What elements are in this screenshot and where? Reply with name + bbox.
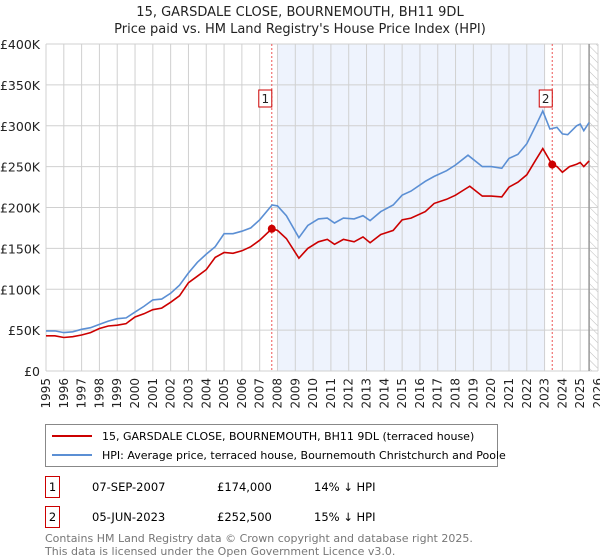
sale-date: 05-JUN-2023 bbox=[92, 510, 166, 524]
y-tick-label: £300K bbox=[0, 119, 41, 134]
x-tick-label: 2003 bbox=[181, 378, 195, 409]
x-tick-label: 2001 bbox=[146, 378, 160, 409]
x-tick-label: 2016 bbox=[413, 378, 427, 409]
sale-marker-box bbox=[538, 89, 553, 108]
footer-copyright: Contains HM Land Registry data © Crown c… bbox=[45, 532, 473, 545]
x-tick-label: 2023 bbox=[538, 378, 552, 409]
plot-area: 1995 1996 1997 1998 1999 2000 2001 2002 2003 2004… bbox=[0, 37, 600, 409]
x-tick-label: 2014 bbox=[377, 378, 391, 409]
sale-marker-label: 2 bbox=[542, 92, 550, 106]
legend-label: HPI: Average price, terraced house, Bour… bbox=[102, 448, 506, 462]
x-tick-label: 2006 bbox=[235, 378, 249, 409]
x-tick-label: 1999 bbox=[110, 378, 124, 409]
y-tick-label: £50K bbox=[8, 323, 41, 338]
legend-swatch-blue bbox=[52, 454, 92, 456]
x-tick-label: 2026 bbox=[591, 378, 600, 409]
property-price-line bbox=[46, 147, 590, 339]
x-tick-label: 1995 bbox=[39, 378, 53, 409]
x-tick-label: 2000 bbox=[128, 378, 142, 409]
chart-subtitle: Price paid vs. HM Land Registry's House … bbox=[114, 22, 486, 37]
y-tick-label: £0 bbox=[24, 364, 40, 379]
legend-label: 15, GARSDALE CLOSE, BOURNEMOUTH, BH11 9D… bbox=[102, 429, 475, 443]
y-tick-label: £250K bbox=[0, 160, 41, 175]
x-tick-label: 2024 bbox=[555, 378, 569, 409]
x-tick-label: 2019 bbox=[466, 378, 480, 409]
sale-point bbox=[267, 224, 276, 233]
y-tick-label: £150K bbox=[0, 241, 41, 256]
x-tick-label: 2009 bbox=[288, 378, 302, 409]
x-tick-label: 2002 bbox=[164, 378, 178, 409]
x-tick-label: 1998 bbox=[92, 378, 106, 409]
legend-item-hpi: HPI: Average price, terraced house, Bour… bbox=[52, 446, 506, 464]
y-tick-label: £350K bbox=[0, 78, 41, 93]
y-tick-label: £400K bbox=[0, 37, 41, 52]
legend-swatch-red bbox=[52, 435, 92, 437]
x-tick-label: 2017 bbox=[431, 378, 445, 409]
x-tick-label: 2005 bbox=[217, 378, 231, 409]
x-tick-label: 1996 bbox=[57, 378, 71, 409]
sale-price: £252,500 bbox=[217, 510, 272, 524]
sale-date: 07-SEP-2007 bbox=[92, 480, 166, 494]
x-tick-label: 2013 bbox=[360, 378, 374, 409]
x-tick-label: 2004 bbox=[199, 378, 213, 409]
legend-item-property: 15, GARSDALE CLOSE, BOURNEMOUTH, BH11 9D… bbox=[52, 427, 474, 445]
y-tick-label: £100K bbox=[0, 282, 41, 297]
sale-marker-box bbox=[258, 89, 273, 108]
x-tick-label: 2022 bbox=[520, 378, 534, 409]
sale-point bbox=[548, 160, 557, 169]
x-tick-label: 2025 bbox=[573, 378, 587, 409]
x-tick-label: 2015 bbox=[395, 378, 409, 409]
footer-licence: This data is licensed under the Open Gov… bbox=[45, 545, 396, 558]
chart-title: 15, GARSDALE CLOSE, BOURNEMOUTH, BH11 9D… bbox=[136, 5, 464, 20]
x-tick-label: 2007 bbox=[253, 378, 267, 409]
x-tick-label: 2018 bbox=[449, 378, 463, 409]
x-tick-label: 2011 bbox=[324, 378, 338, 409]
x-tick-label: 2010 bbox=[306, 378, 320, 409]
x-tick-label: 2008 bbox=[270, 378, 284, 409]
sale-marker-label: 1 bbox=[261, 92, 269, 106]
sale-hpi-diff: 15% ↓ HPI bbox=[314, 510, 376, 524]
legend: 15, GARSDALE CLOSE, BOURNEMOUTH, BH11 9D… bbox=[45, 424, 506, 467]
sale-marker-label: 2 bbox=[45, 506, 60, 528]
x-tick-label: 2020 bbox=[484, 378, 498, 409]
sale-marker-label: 1 bbox=[45, 476, 60, 498]
y-tick-label: £200K bbox=[0, 201, 41, 216]
x-tick-label: 1997 bbox=[75, 378, 89, 409]
sale-hpi-diff: 14% ↓ HPI bbox=[314, 480, 376, 494]
sale-price: £174,000 bbox=[217, 480, 272, 494]
x-tick-label: 2021 bbox=[502, 378, 516, 409]
x-tick-label: 2012 bbox=[342, 378, 356, 409]
hpi-line bbox=[46, 109, 590, 334]
